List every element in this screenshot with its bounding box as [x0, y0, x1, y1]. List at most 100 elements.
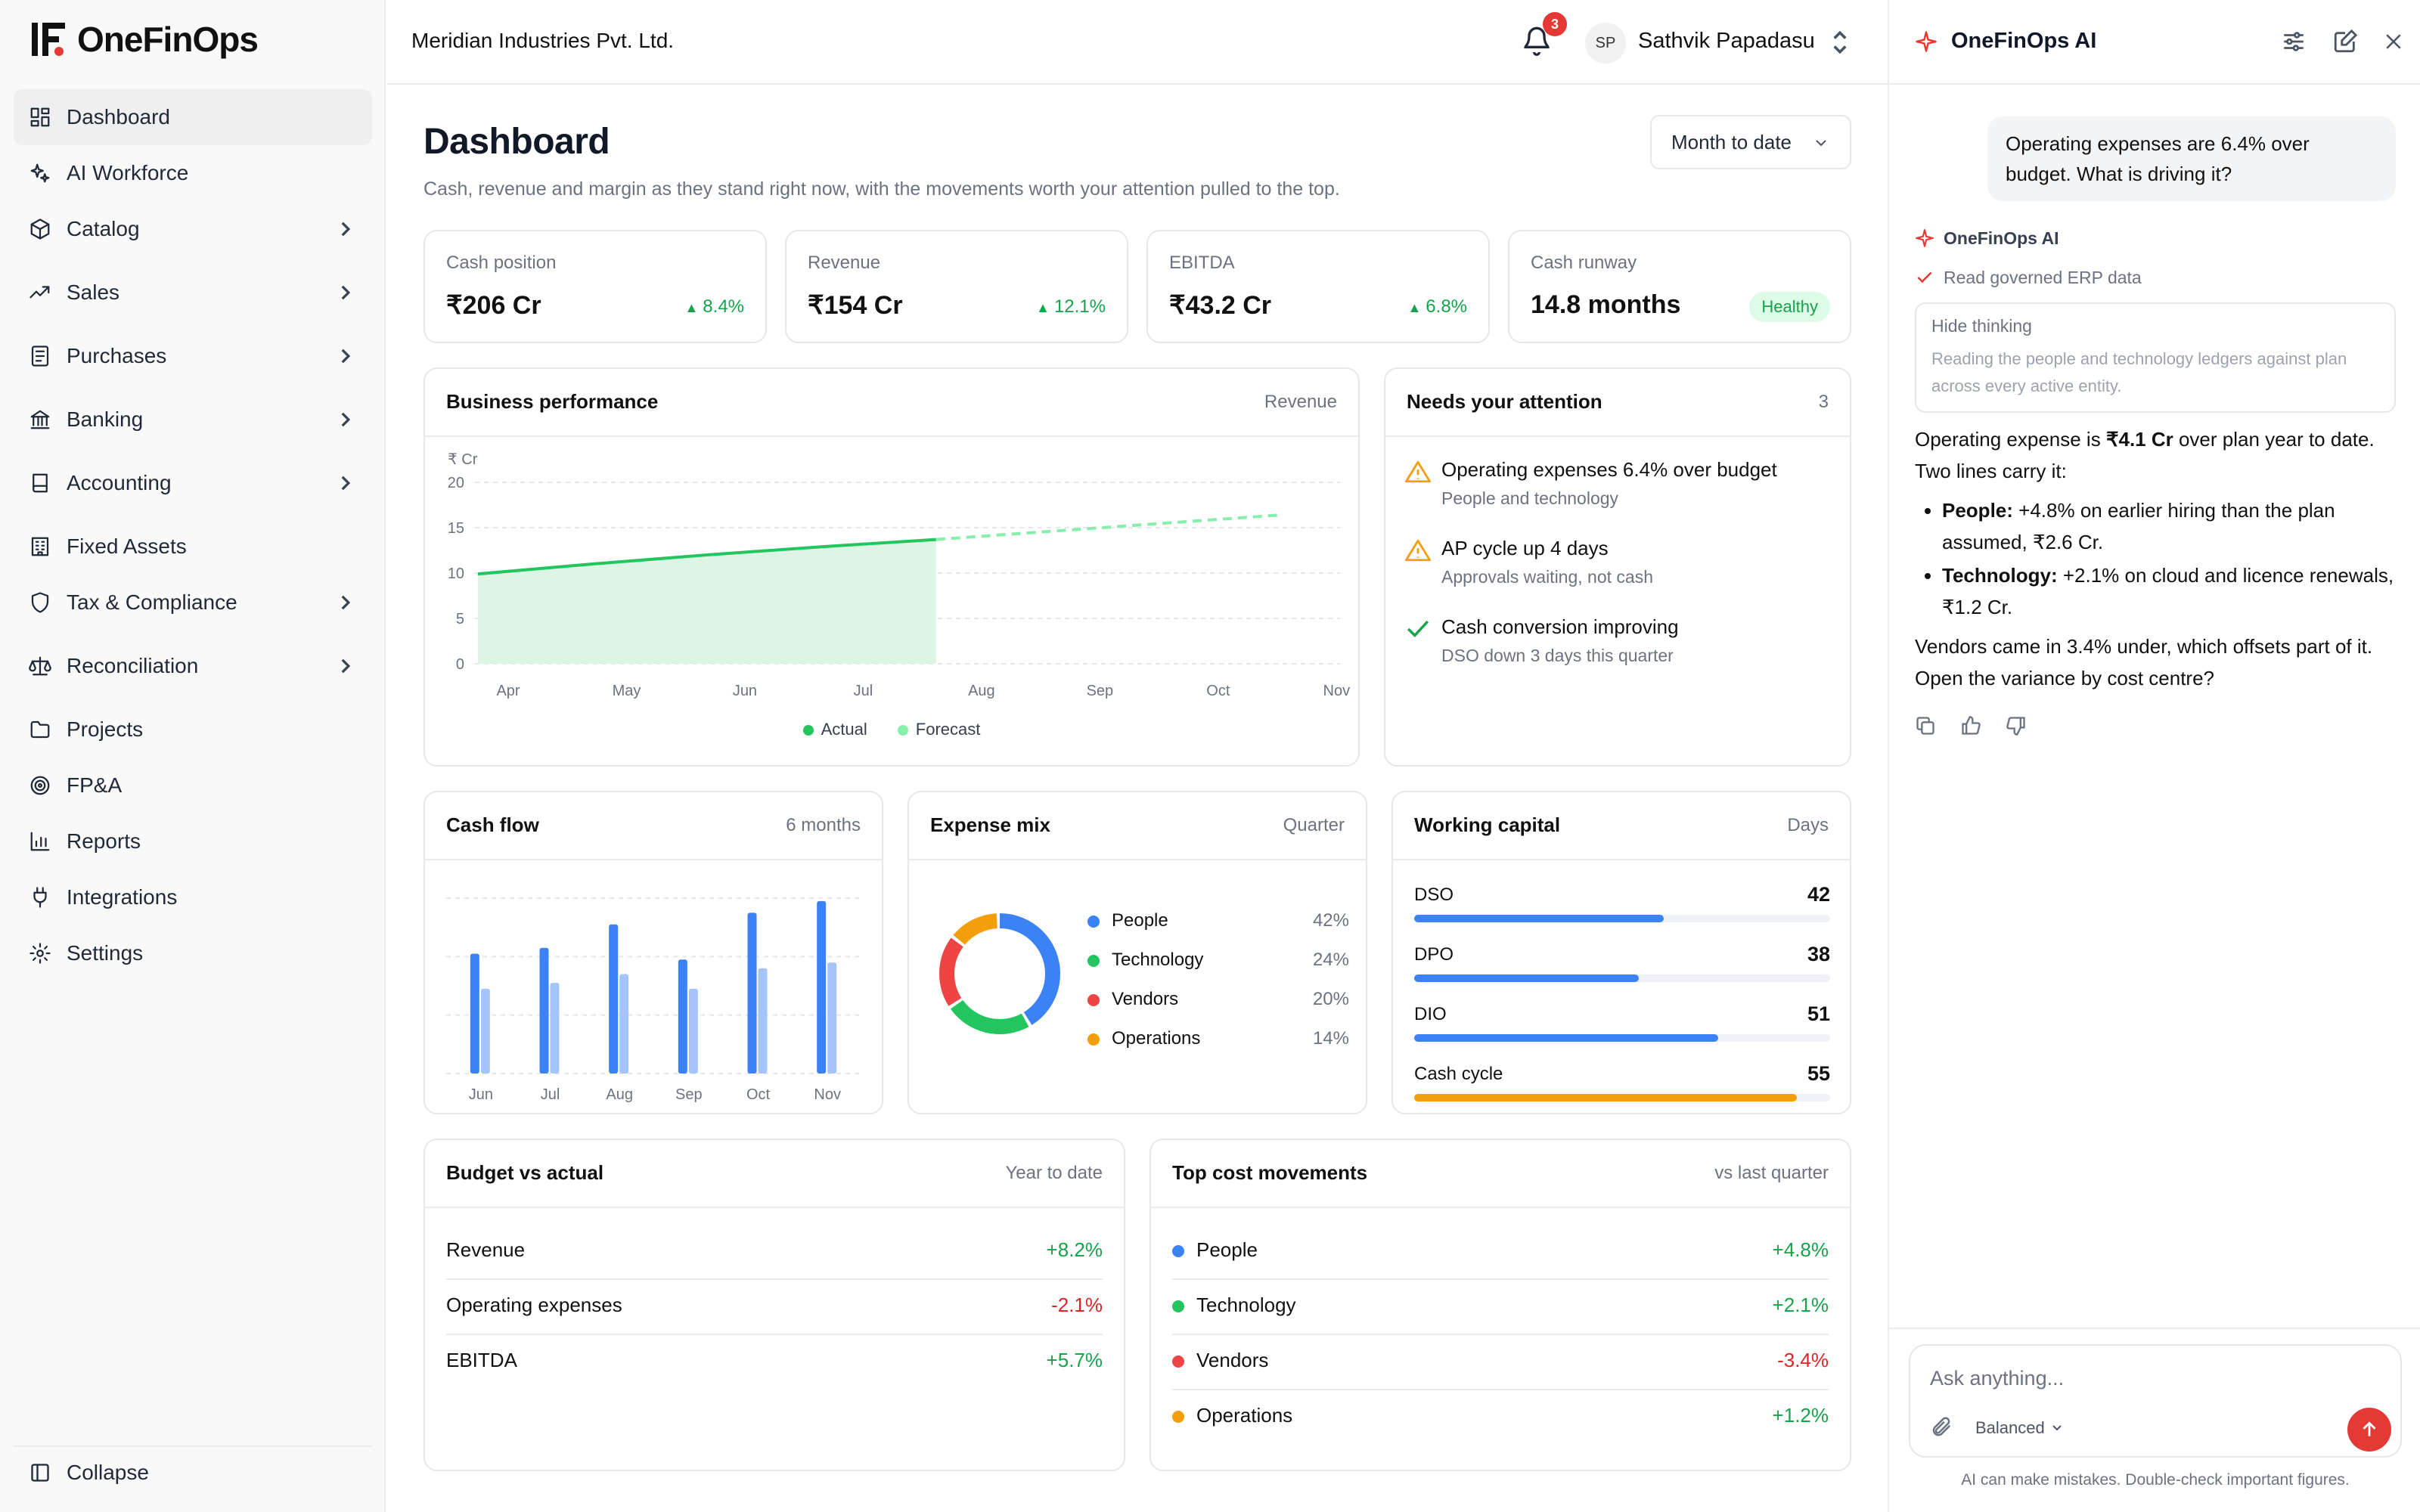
metric-label: Cash cycle [1414, 1064, 1503, 1084]
book-icon [27, 470, 53, 496]
sidebar-item-banking[interactable]: Banking [14, 392, 372, 448]
warning-icon [1405, 538, 1431, 562]
divider [1385, 435, 1850, 437]
attention-item[interactable]: AP cycle up 4 days Approvals waiting, not… [1405, 537, 1836, 609]
sidebar-item-tax-compliance[interactable]: Tax & Compliance [14, 575, 372, 631]
inflow-bar [747, 912, 757, 1074]
thinking-panel[interactable]: Hide thinking Reading the people and tec… [1915, 302, 2396, 413]
x-tick-label: Aug [968, 683, 995, 699]
attention-item[interactable]: Cash conversion improving DSO down 3 days… [1405, 615, 1836, 688]
paperclip-icon[interactable] [1930, 1415, 1953, 1438]
arrow-up-icon [2363, 1421, 2376, 1436]
sidebar-item-integrations[interactable]: Integrations [14, 869, 372, 925]
expense-mix-card: Expense mix Quarter People 42% Technology 2… [908, 791, 1367, 1114]
mode-select-value: Balanced [1975, 1418, 2045, 1437]
metric-label: DPO [1414, 944, 1454, 965]
user-menu-chevron-icon[interactable] [1830, 27, 1850, 57]
sliders-icon[interactable] [2281, 29, 2307, 54]
progress-track [1414, 1034, 1830, 1042]
kpi-card-revenue[interactable]: Revenue ₹154 Cr ▲ 12.1% [785, 230, 1128, 343]
period-select[interactable]: Month to date [1650, 115, 1851, 169]
inflow-bar [470, 953, 479, 1074]
metric-row[interactable]: Vendors -3.4% [1172, 1335, 1829, 1390]
metric-row[interactable]: Operating expenses -2.1% [446, 1280, 1103, 1335]
donut-slice-vendors[interactable] [939, 913, 1060, 1034]
progress-track [1414, 915, 1830, 922]
triangle-up-icon: ▲ [684, 300, 699, 315]
thumbs-up-icon[interactable] [1960, 715, 1981, 736]
triangle-up-icon: ▲ [1407, 300, 1422, 315]
notifications-button[interactable] [1522, 23, 1552, 59]
user-avatar[interactable]: SP [1585, 23, 1626, 64]
mode-select[interactable]: Balanced [1975, 1418, 2063, 1438]
thinking-toggle[interactable]: Hide thinking [1931, 316, 2032, 336]
needs-attention-card: Needs your attention 3 Operating expense… [1384, 367, 1851, 767]
x-tick-label: Jun [733, 683, 757, 699]
copy-icon[interactable] [1915, 715, 1936, 736]
metric-row[interactable]: Revenue +8.2% [446, 1225, 1103, 1280]
bar-chart-icon [27, 829, 53, 854]
legend-value: 42% [1312, 910, 1349, 931]
sidebar-item-sales[interactable]: Sales [14, 265, 372, 321]
donut-slice-people[interactable] [939, 913, 1060, 1034]
sidebar-item-purchases[interactable]: Purchases [14, 328, 372, 384]
sidebar-item-accounting[interactable]: Accounting [14, 455, 372, 511]
metric-row[interactable]: EBITDA +5.7% [446, 1335, 1103, 1390]
ai-sparkle-icon [1916, 229, 1934, 247]
send-button[interactable] [2347, 1408, 2391, 1452]
kpi-card-ebitda[interactable]: EBITDA ₹43.2 Cr ▲ 6.8% [1146, 230, 1490, 343]
sidebar-item-fixed-assets[interactable]: Fixed Assets [14, 519, 372, 575]
thumbs-down-icon[interactable] [2006, 715, 2027, 736]
close-icon[interactable] [2382, 30, 2405, 53]
answer-paragraph: Vendors came in 3.4% under, which offset… [1915, 635, 2373, 689]
y-tick-label: 15 [448, 520, 464, 537]
sidebar-item-label: Catalog [67, 217, 140, 240]
sidebar-item-projects[interactable]: Projects [14, 702, 372, 758]
chat-input-placeholder[interactable]: Ask anything... [1930, 1367, 2065, 1390]
sidebar-item-fp-a[interactable]: FP&A [14, 758, 372, 813]
row-label: Technology [1172, 1294, 1296, 1317]
collapse-button[interactable]: Collapse [14, 1445, 372, 1498]
x-tick-label: Apr [496, 683, 520, 699]
new-chat-icon[interactable] [2332, 29, 2358, 54]
kpi-card-cash-runway[interactable]: Cash runway 14.8 months Healthy [1508, 230, 1851, 343]
row-label: Vendors [1172, 1349, 1268, 1372]
legend-label: Vendors [1112, 989, 1179, 1009]
inflow-bar [539, 947, 549, 1074]
sidebar-item-catalog[interactable]: Catalog [14, 201, 372, 257]
chevron-down-icon [1816, 140, 1826, 147]
ai-panel-header [1889, 0, 2420, 85]
metric-row[interactable]: People +4.8% [1172, 1225, 1829, 1280]
chat-input-box[interactable]: Ask anything... Balanced [1909, 1344, 2402, 1458]
divider [425, 435, 1358, 437]
sparkle-icon [27, 160, 53, 186]
company-name[interactable]: Meridian Industries Pvt. Ltd. [411, 29, 675, 52]
row-divider [1172, 1278, 1829, 1280]
row-value: -2.1% [1051, 1294, 1103, 1316]
legend-label: People [1112, 910, 1168, 931]
kpi-card-cash-position[interactable]: Cash position ₹206 Cr ▲ 8.4% [424, 230, 767, 343]
ai-assistant-panel: OneFinOps AI Operating expenses are 6.4%… [1888, 0, 2420, 1512]
kpi-label: Cash runway [1531, 253, 1637, 273]
row-value: +2.1% [1772, 1294, 1829, 1316]
sidebar-item-ai-workforce[interactable]: AI Workforce [14, 145, 372, 201]
sidebar-item-settings[interactable]: Settings [14, 925, 372, 981]
row-divider [1172, 1389, 1829, 1390]
donut-slice-technology[interactable] [939, 913, 1060, 1034]
sidebar-item-label: Purchases [67, 344, 167, 367]
outflow-bar [827, 962, 837, 1074]
metric-row[interactable]: Operations +1.2% [1172, 1390, 1829, 1445]
row-label: EBITDA [446, 1349, 517, 1371]
kpi-delta: ▲ 12.1% [1036, 296, 1106, 317]
shield-icon [27, 590, 53, 615]
sidebar-item-reconciliation[interactable]: Reconciliation [14, 638, 372, 694]
row-divider [446, 1334, 1103, 1335]
brand-logo[interactable]: OneFinOps [29, 18, 259, 60]
attention-item[interactable]: Operating expenses 6.4% over budget Peopl… [1405, 458, 1836, 531]
metric-row[interactable]: Technology +2.1% [1172, 1280, 1829, 1335]
sidebar-item-dashboard[interactable]: Dashboard [14, 89, 372, 145]
sidebar-item-reports[interactable]: Reports [14, 813, 372, 869]
row-value: +8.2% [1046, 1238, 1103, 1261]
legend-item: Operations 14% [1087, 1028, 1349, 1058]
user-name[interactable]: Sathvik Papadasu [1638, 29, 1815, 53]
